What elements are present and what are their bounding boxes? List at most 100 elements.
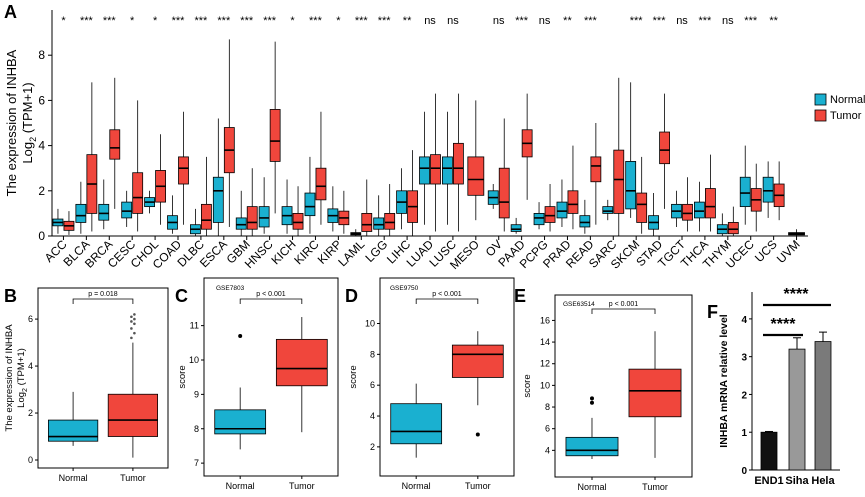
- panel-e-tumor-box: [628, 368, 682, 418]
- panel-d-x-tick-label: Normal: [402, 481, 431, 491]
- panel-c-pvalue: p < 0.001: [256, 291, 285, 298]
- panel-b-y-tick-label: 2: [28, 408, 33, 418]
- panel-a-lgg-normal-box: [373, 217, 385, 230]
- panel-e-pvalue: p < 0.001: [609, 301, 638, 308]
- panel-f-y-tick-label: 4: [741, 315, 747, 326]
- panel-a-significance: ***: [744, 15, 758, 27]
- panel-a-lusc-tumor-box: [453, 142, 464, 185]
- panel-b-boxplot: 0 2 4 6 Normal Tumor p = 0.018 The expression …: [4, 287, 169, 483]
- panel-b-outlier-point: [130, 336, 133, 340]
- panel-a-y-tick-label: 0: [38, 229, 45, 243]
- panel-d-y-tick-label: 8: [370, 349, 375, 359]
- panel-a-luad-normal-box: [419, 156, 430, 185]
- panel-e-frame: [554, 294, 693, 478]
- legend-normal-label: Normal: [830, 94, 865, 106]
- panel-c-x-tick-label: Tumor: [289, 481, 315, 491]
- panel-b-normal-box: [48, 419, 99, 442]
- panel-a-x-tick-label: UCS: [752, 237, 780, 265]
- panel-a-significance: **: [403, 15, 412, 27]
- panel-a-significance: ***: [194, 15, 208, 27]
- panel-c-normal-box: [214, 409, 267, 435]
- panel-a-y-tick-label: 8: [38, 48, 45, 62]
- panel-a-significance: ***: [653, 15, 667, 27]
- panel-c-y-tick-label: 7: [194, 458, 199, 468]
- panel-a-significance: ns: [722, 15, 734, 27]
- panel-a-tgct-tumor-box: [682, 203, 693, 221]
- panel-a-significance: *: [290, 15, 295, 27]
- panel-e-normal-box: [565, 436, 619, 457]
- panel-a-cesc-tumor-box: [132, 172, 144, 214]
- panel-a-skcm-normal-box: [625, 161, 637, 210]
- panel-d-y-tick-label: 6: [370, 380, 375, 390]
- panel-f-y-tick-label: 3: [741, 353, 747, 364]
- panel-a-laml-tumor-box: [361, 212, 373, 232]
- panel-b-y-label-line2: Log2 (TPM+1): [16, 348, 29, 408]
- panel-b-tumor-box: [107, 393, 158, 437]
- panel-a-significance: *: [336, 15, 341, 27]
- panel-e-outlier-point: [589, 400, 594, 405]
- panel-a-ucs-normal-box: [762, 176, 774, 203]
- panel-a-significance: *: [61, 15, 66, 27]
- panel-f-significance-siha: ****: [771, 316, 797, 333]
- panel-e-y-tick-label: 12: [540, 359, 550, 369]
- panel-a-x-tick-label: LAML: [335, 237, 367, 269]
- panel-d-boxplot: GSE9750 2 4 6 8 10 Normal Tumor p < 0.001 score: [348, 277, 515, 491]
- panel-a-esca-normal-box: [212, 176, 224, 223]
- legend-tumor-swatch: [814, 109, 827, 122]
- panel-b-y-tick-label: 0: [28, 455, 33, 465]
- panel-d-y-tick-label: 10: [365, 319, 375, 329]
- panel-a-skcm-tumor-box: [636, 192, 648, 223]
- panel-b-x-tick-label: Tumor: [120, 473, 146, 483]
- panel-e-outlier-point: [589, 396, 594, 401]
- panel-e-x-tick-label: Tumor: [642, 482, 668, 492]
- panel-d-y-tick-label: 2: [370, 442, 375, 452]
- panel-a-blca-normal-box: [75, 203, 87, 223]
- panel-a-significance: ***: [309, 15, 323, 27]
- panel-b-frame: [37, 287, 169, 469]
- panel-a-significance: ***: [103, 15, 117, 27]
- panel-a-significance: ***: [217, 15, 231, 27]
- panel-a-luad-tumor-box: [430, 154, 441, 185]
- panel-e-y-tick-label: 8: [545, 402, 550, 412]
- panel-c-tumor-box: [275, 338, 328, 387]
- panel-a-significance: *: [130, 15, 135, 27]
- panel-a-significance: ***: [80, 15, 94, 27]
- panel-a-dlbc-tumor-box: [201, 203, 212, 230]
- panel-letter-b: B: [4, 286, 17, 306]
- panel-a-brca-normal-box: [98, 203, 110, 221]
- panel-a-significance: ***: [378, 15, 392, 27]
- panel-e-y-tick-label: 4: [545, 445, 550, 455]
- panel-a-read-tumor-box: [590, 156, 602, 183]
- panel-f-x-tick-label: Hela: [811, 475, 835, 487]
- panel-a-hnsc-tumor-box: [269, 109, 281, 162]
- panel-b-outlier-point: [133, 322, 136, 326]
- panel-letter-f: F: [707, 302, 718, 322]
- panel-b-significance-bracket: [72, 298, 134, 304]
- panel-a-significance: **: [563, 15, 572, 27]
- panel-c-y-tick-label: 8: [194, 424, 199, 434]
- panel-a-meso-tumor-box: [467, 156, 485, 196]
- panel-a-significance: ***: [584, 15, 598, 27]
- panel-letter-e: E: [514, 286, 526, 306]
- panel-a-kich-tumor-box: [292, 212, 304, 230]
- panel-letter-c: C: [175, 286, 188, 306]
- panel-e-significance-bracket: [591, 308, 656, 314]
- panel-d-frame: [379, 277, 515, 477]
- panel-e-y-label: score: [522, 374, 533, 397]
- panel-f-significance-hela: ****: [784, 286, 810, 303]
- panel-a-significance: *: [153, 15, 158, 27]
- panel-b-outlier-point: [130, 315, 133, 319]
- panel-f-bar-siha: [788, 348, 806, 471]
- panel-f-bar-hela: [814, 341, 832, 471]
- panel-c-outlier-point: [238, 333, 243, 338]
- panel-a-sarc-normal-box: [602, 206, 614, 214]
- panel-c-y-tick-label: 9: [194, 389, 199, 399]
- panel-a-thca-tumor-box: [705, 188, 716, 219]
- panel-a-read-normal-box: [579, 215, 591, 228]
- panel-c-x-tick-label: Normal: [226, 481, 255, 491]
- panel-a-prad-tumor-box: [567, 190, 579, 214]
- panel-a-paad-normal-box: [510, 224, 522, 232]
- panel-a-significance: **: [769, 15, 778, 27]
- panel-a-significance: ns: [493, 15, 505, 27]
